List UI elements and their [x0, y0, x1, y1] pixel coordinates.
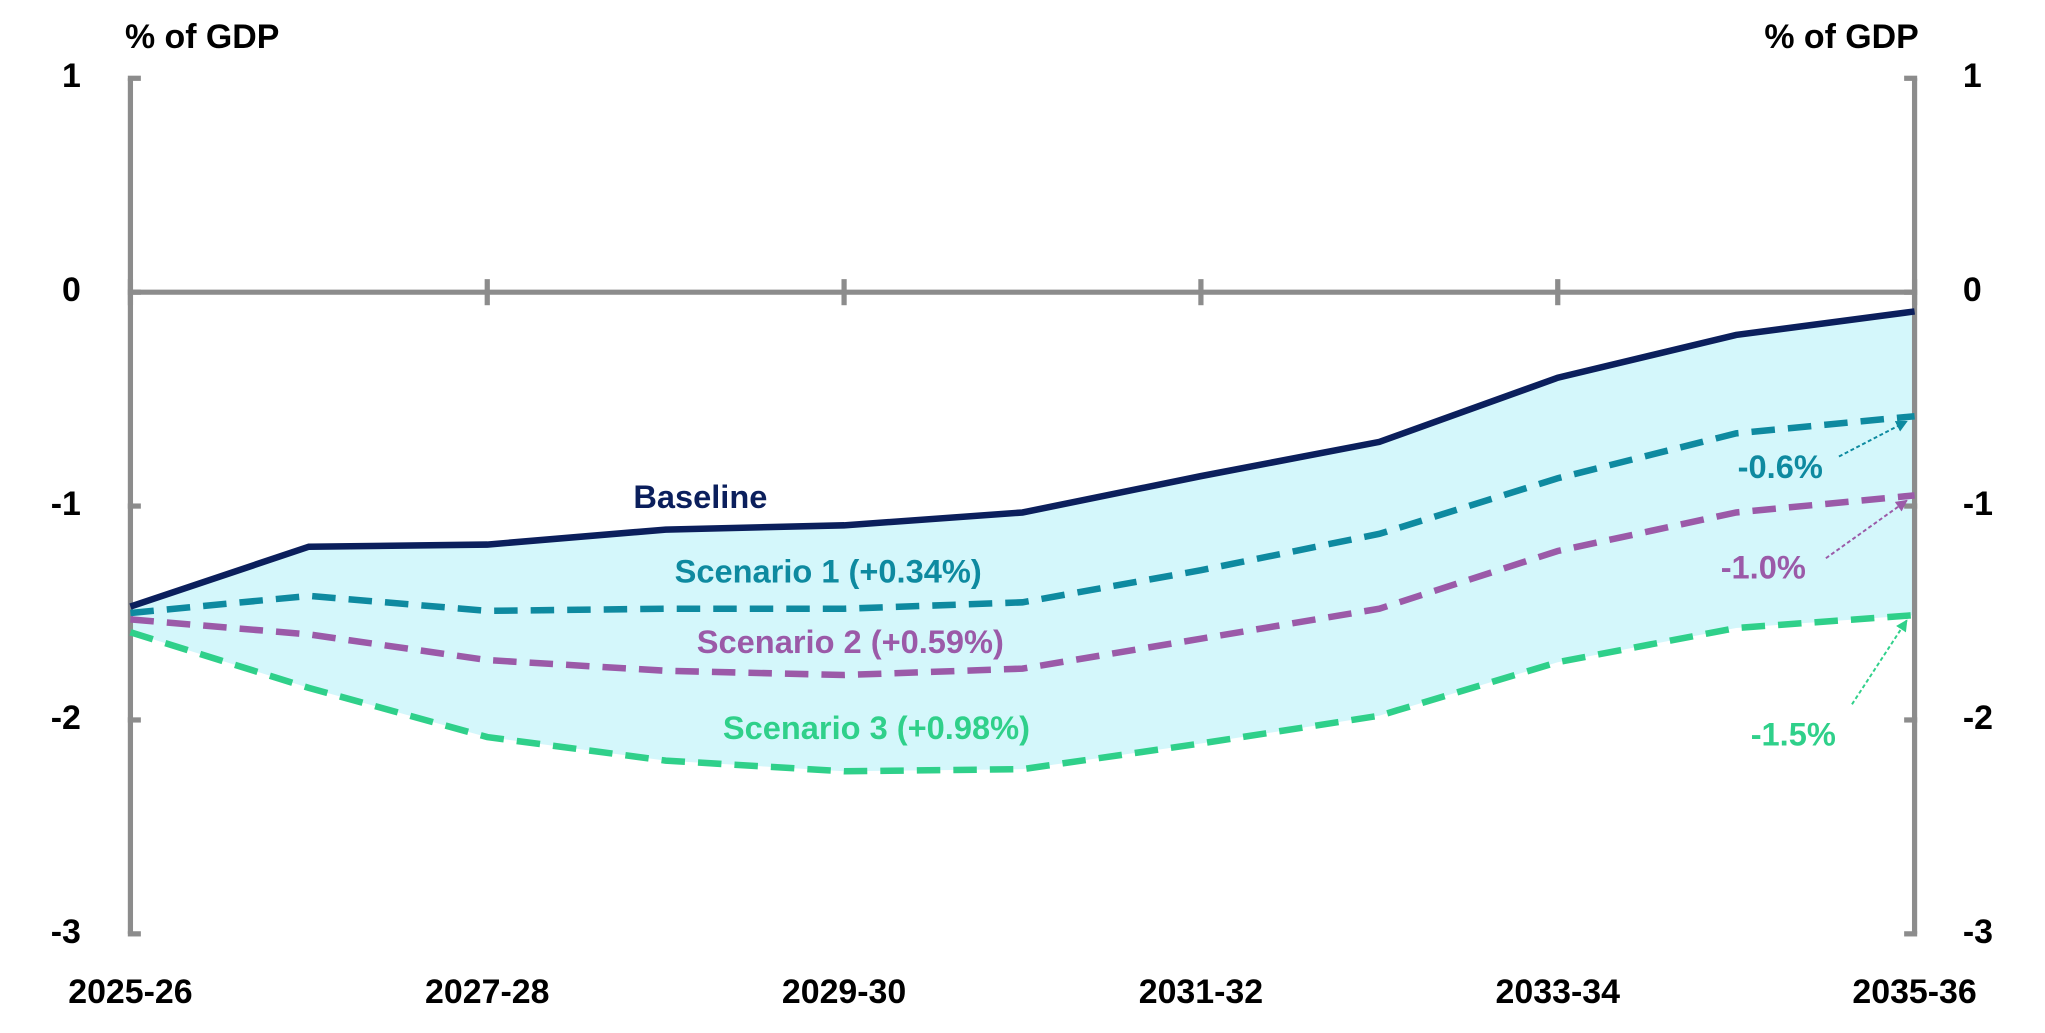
x-tick-label: 2033-34: [1496, 973, 1621, 1011]
y-tick-label: -1: [51, 485, 81, 523]
y2-axis-title: % of GDP: [1764, 18, 1918, 56]
series-label: Baseline: [633, 478, 767, 515]
x-tick-label: 2031-32: [1139, 973, 1263, 1011]
range-band: [130, 311, 1915, 772]
x-tick-label: 2035-36: [1852, 973, 1976, 1011]
y2-tick-label: -3: [1963, 913, 1993, 951]
end-label-arrow: [1851, 619, 1908, 705]
series-line: [129, 308, 1916, 610]
series-line: [129, 611, 1915, 775]
y-tick-label: 1: [62, 57, 81, 95]
series-label: Scenario 1 (+0.34%): [675, 552, 982, 589]
series-label: Scenario 2 (+0.59%): [697, 623, 1004, 660]
y-tick-label: -3: [51, 913, 81, 951]
end-label-arrow: [1825, 499, 1908, 560]
y-axis-title: % of GDP: [125, 18, 279, 56]
x-tick-label: 2029-30: [782, 973, 906, 1011]
y2-tick-label: -2: [1963, 699, 1993, 737]
y-tick-label: -2: [51, 699, 81, 737]
series-line: [130, 412, 1915, 617]
y2-tick-label: 1: [1963, 57, 1982, 95]
end-label: -1.5%: [1751, 716, 1836, 753]
y2-tick-label: 0: [1963, 271, 1982, 309]
series-line: [130, 492, 1915, 679]
x-tick-label: 2027-28: [425, 973, 549, 1011]
end-label: -0.6%: [1738, 448, 1823, 485]
y2-tick-label: -1: [1963, 485, 1993, 523]
x-tick-label: 2025-26: [68, 973, 192, 1011]
series-label: Scenario 3 (+0.98%): [723, 709, 1030, 746]
y-tick-label: 0: [62, 271, 81, 309]
end-label: -1.0%: [1721, 549, 1806, 586]
